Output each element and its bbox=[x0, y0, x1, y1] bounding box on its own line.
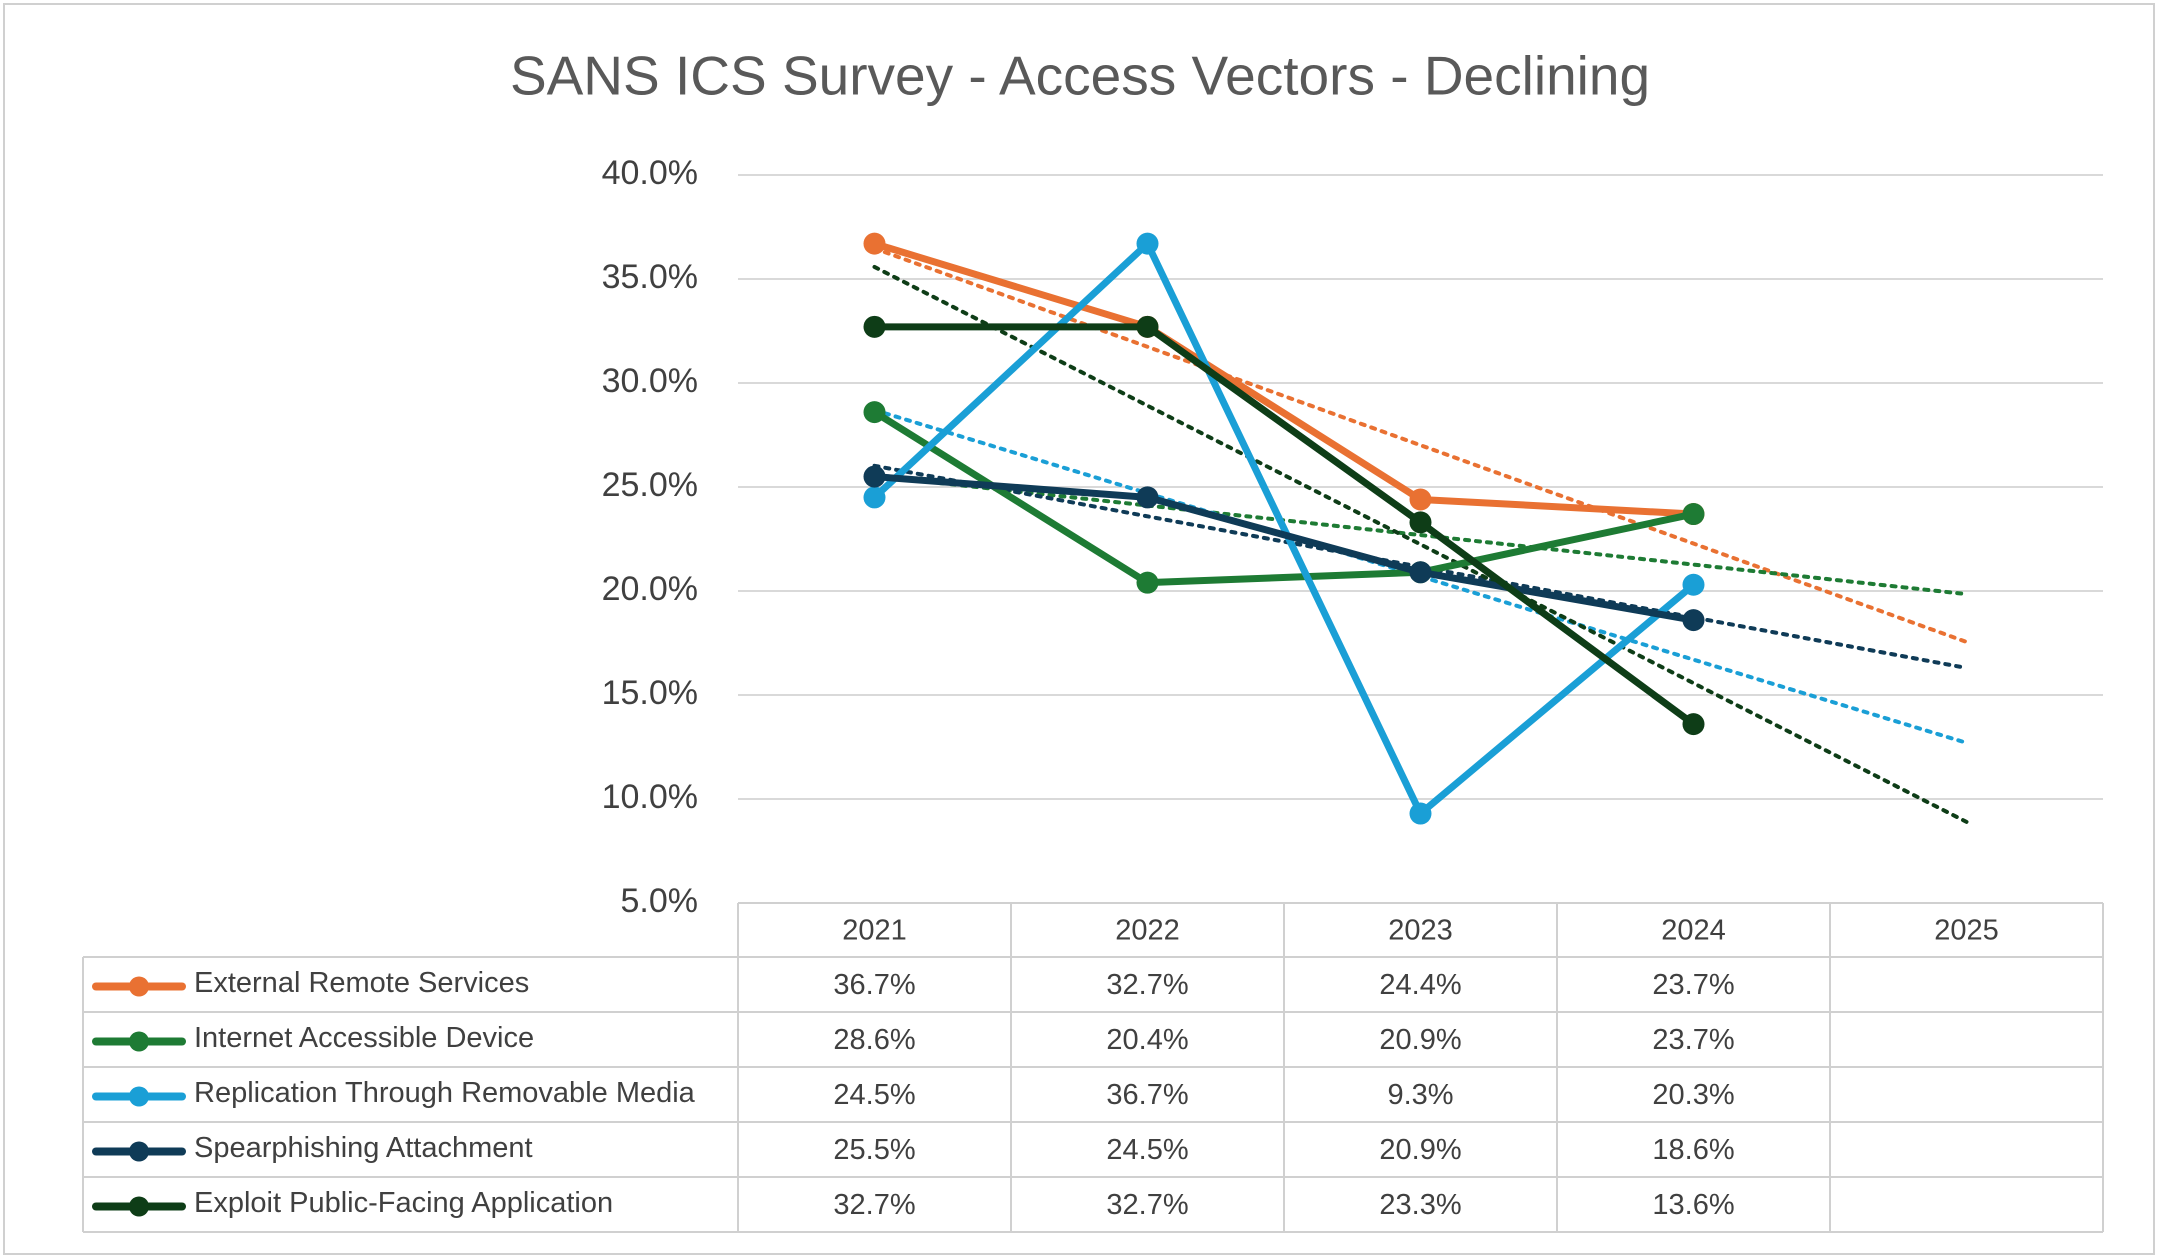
y-tick-label: 15.0% bbox=[602, 674, 698, 712]
series-line bbox=[874, 473, 1695, 624]
legend-swatch-marker bbox=[129, 1141, 149, 1162]
point bbox=[863, 401, 886, 424]
legend-label: Replication Through Removable Media bbox=[194, 1077, 696, 1109]
legend-swatch-marker bbox=[129, 976, 149, 997]
x-tick-label: 2025 bbox=[1934, 915, 1999, 947]
table-value: 20.9% bbox=[1379, 1134, 1461, 1166]
point bbox=[863, 232, 886, 255]
point bbox=[1682, 503, 1705, 526]
table-value: 23.7% bbox=[1652, 1024, 1734, 1056]
legend-swatch-marker bbox=[129, 1031, 149, 1052]
table-value: 23.3% bbox=[1379, 1189, 1461, 1221]
point bbox=[1682, 609, 1705, 632]
point bbox=[863, 315, 886, 338]
table-value: 20.4% bbox=[1106, 1024, 1188, 1056]
x-tick-label: 2024 bbox=[1661, 915, 1726, 947]
legend-swatch-marker bbox=[129, 1086, 149, 1107]
point bbox=[863, 465, 886, 488]
series-line bbox=[872, 409, 1695, 587]
series-line bbox=[874, 323, 1696, 727]
y-tick-label: 30.0% bbox=[602, 362, 698, 400]
table-value: 9.3% bbox=[1387, 1079, 1453, 1111]
trendline bbox=[872, 473, 1969, 597]
chart-title: SANS ICS Survey - Access Vectors - Decli… bbox=[510, 45, 1650, 107]
legend-label: Internet Accessible Device bbox=[194, 1022, 534, 1054]
point bbox=[1682, 713, 1705, 736]
point bbox=[1409, 511, 1432, 534]
legend-label: External Remote Services bbox=[194, 967, 529, 999]
table-value: 28.6% bbox=[833, 1024, 915, 1056]
table-value: 13.6% bbox=[1652, 1189, 1734, 1221]
point bbox=[1409, 488, 1432, 511]
table-value: 32.7% bbox=[1106, 969, 1188, 1001]
x-tick-label: 2022 bbox=[1115, 915, 1180, 947]
table-value: 24.5% bbox=[1106, 1134, 1188, 1166]
table-value: 36.7% bbox=[833, 969, 915, 1001]
table-value: 24.4% bbox=[1379, 969, 1461, 1001]
series-line bbox=[872, 240, 1696, 818]
table-value: 20.9% bbox=[1379, 1024, 1461, 1056]
chart-border bbox=[3, 3, 2155, 1255]
legend-label: Spearphishing Attachment bbox=[194, 1132, 533, 1164]
y-tick-label: 25.0% bbox=[602, 466, 698, 504]
x-tick-label: 2021 bbox=[842, 915, 907, 947]
y-tick-label: 40.0% bbox=[602, 154, 698, 192]
table-value: 23.7% bbox=[1652, 969, 1734, 1001]
y-tick-label: 10.0% bbox=[602, 778, 698, 816]
point bbox=[1136, 315, 1159, 338]
point bbox=[1682, 573, 1705, 596]
table-value: 25.5% bbox=[833, 1134, 915, 1166]
table-value: 32.7% bbox=[833, 1189, 915, 1221]
series-line bbox=[873, 240, 1694, 518]
point bbox=[1136, 486, 1159, 509]
point bbox=[1409, 561, 1432, 584]
x-tick-label: 2023 bbox=[1388, 915, 1453, 947]
y-tick-label: 5.0% bbox=[621, 882, 699, 920]
y-tick-label: 35.0% bbox=[602, 258, 698, 296]
point bbox=[1409, 802, 1432, 825]
legend-swatch-marker bbox=[129, 1196, 149, 1217]
legend-label: Exploit Public-Facing Application bbox=[194, 1187, 613, 1219]
table-value: 36.7% bbox=[1106, 1079, 1188, 1111]
table-value: 20.3% bbox=[1652, 1079, 1734, 1111]
point bbox=[1136, 571, 1159, 594]
table-value: 18.6% bbox=[1652, 1134, 1734, 1166]
table-value: 32.7% bbox=[1106, 1189, 1188, 1221]
y-tick-label: 20.0% bbox=[602, 570, 698, 608]
point bbox=[863, 486, 886, 509]
table-value: 24.5% bbox=[833, 1079, 915, 1111]
point bbox=[1136, 232, 1159, 255]
